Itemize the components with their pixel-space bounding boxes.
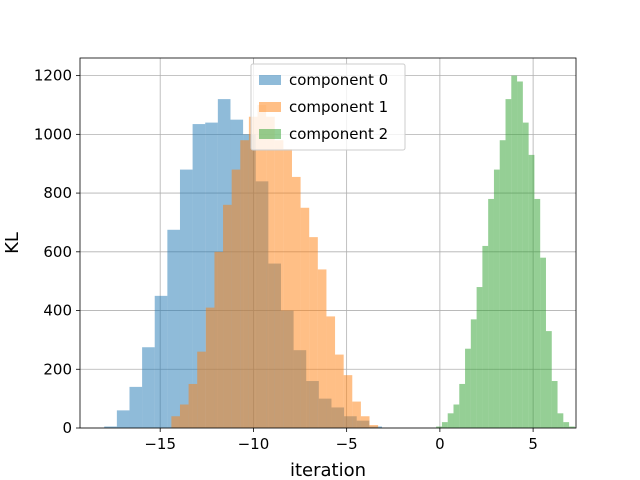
histogram-bar xyxy=(104,426,117,428)
y-tick-label: 1000 xyxy=(34,125,72,143)
histogram-bar xyxy=(197,351,206,428)
histogram-bar xyxy=(522,122,529,428)
x-tick-label: −15 xyxy=(144,435,176,453)
histogram-bar xyxy=(309,237,318,428)
histogram-bar xyxy=(248,116,258,428)
histogram-bar xyxy=(240,140,249,428)
histogram-bar xyxy=(453,404,460,428)
histogram-bar xyxy=(470,319,477,428)
histogram-bar xyxy=(476,287,483,428)
y-axis-ticks: 0 200 400 600 800 1000 1200 xyxy=(34,67,80,437)
y-tick-label: 0 xyxy=(62,419,72,437)
y-tick-label: 800 xyxy=(43,184,72,202)
plot-frame xyxy=(79,57,577,429)
histogram-bar xyxy=(528,154,535,428)
histogram-bar xyxy=(540,257,546,428)
histogram-bar xyxy=(116,410,130,428)
histogram-bar xyxy=(142,347,155,428)
y-tick-label: 600 xyxy=(43,243,72,261)
histogram-bar xyxy=(447,413,454,428)
legend: component 0 component 1 component 2 xyxy=(250,63,406,151)
histogram-bar xyxy=(545,331,552,428)
histogram-bar xyxy=(557,413,564,428)
y-tick-label: 400 xyxy=(43,302,72,320)
histogram-bar xyxy=(369,425,379,428)
histogram-bar xyxy=(569,426,575,428)
histogram-bar xyxy=(499,140,506,428)
histogram-bar xyxy=(257,104,267,428)
x-axis-ticks: −15 −10 −5 0 5 xyxy=(144,428,538,453)
histogram-bar xyxy=(188,383,198,428)
histogram-bar xyxy=(517,81,523,428)
histogram-bar xyxy=(179,404,189,428)
histogram-bar xyxy=(154,295,168,428)
legend-swatch xyxy=(259,129,281,139)
y-tick-label: 200 xyxy=(43,360,72,378)
histogram-bars xyxy=(104,75,575,429)
histogram-bar xyxy=(317,269,327,428)
x-tick-label: −5 xyxy=(336,435,358,453)
legend-label: component 2 xyxy=(289,125,388,143)
series-component-1 xyxy=(171,104,379,429)
histogram-bar xyxy=(274,140,284,428)
histogram-bar xyxy=(352,401,361,428)
series-component-2 xyxy=(436,75,575,429)
histogram-bar xyxy=(300,207,310,428)
y-axis-label: KL xyxy=(2,232,23,254)
histogram-bar xyxy=(223,204,232,428)
histogram-bar xyxy=(129,386,143,428)
histogram-bar xyxy=(231,169,241,429)
histogram-bar xyxy=(488,198,494,428)
x-axis-label: iteration xyxy=(290,460,366,480)
histogram-bar xyxy=(291,176,301,428)
histogram-bar xyxy=(441,422,448,428)
legend-swatch xyxy=(259,102,281,112)
x-tick-label: 5 xyxy=(528,435,538,453)
x-tick-label: 0 xyxy=(435,435,445,453)
histogram-bar xyxy=(493,169,500,429)
histogram-bar xyxy=(179,169,193,429)
histogram-bar xyxy=(171,416,180,428)
histogram-bar xyxy=(459,383,466,428)
histogram-bar xyxy=(214,251,224,428)
histogram-bar xyxy=(205,307,215,428)
histogram-bar xyxy=(563,422,570,428)
histogram-bar xyxy=(482,245,489,428)
legend-swatch xyxy=(259,75,281,85)
histogram-bar xyxy=(343,375,353,428)
histogram-bar xyxy=(534,198,541,428)
histogram-bar xyxy=(326,316,336,428)
histogram-bar xyxy=(335,354,344,428)
histogram-bar xyxy=(465,348,471,428)
histogram-bar xyxy=(167,229,180,428)
histogram-bar xyxy=(551,381,558,428)
histogram-bar xyxy=(360,416,370,428)
histogram-bar xyxy=(511,75,518,428)
legend-box xyxy=(250,63,406,151)
legend-label: component 0 xyxy=(289,71,388,89)
histogram-bar xyxy=(505,99,512,428)
x-tick-label: −10 xyxy=(238,435,270,453)
y-tick-label: 1200 xyxy=(34,67,72,85)
histogram-bar xyxy=(266,116,275,428)
histogram-bar xyxy=(283,149,292,429)
legend-label: component 1 xyxy=(289,98,388,116)
histogram-bar xyxy=(436,426,442,428)
